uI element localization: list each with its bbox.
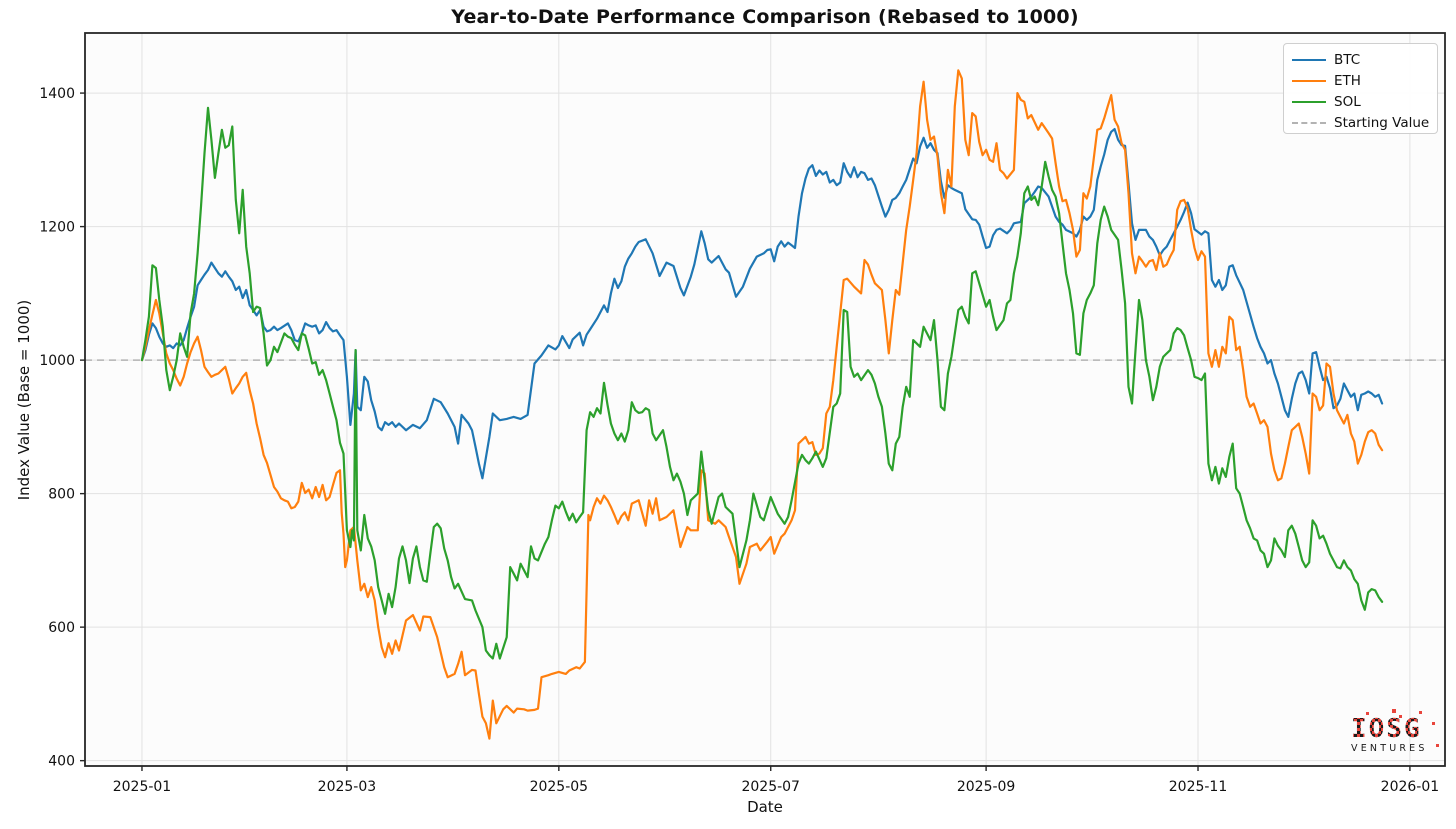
- x-tick-label: 2026-01: [1381, 779, 1440, 795]
- x-axis-label: Date: [747, 798, 783, 816]
- logo-pixel-dot: [1392, 709, 1396, 713]
- x-tick-label: 2025-01: [113, 779, 172, 795]
- legend-line-sample: [1292, 58, 1326, 61]
- y-tick-label: 1200: [39, 220, 75, 236]
- plot-area: [85, 33, 1445, 766]
- x-tick-label: 2025-07: [741, 779, 800, 795]
- legend-line-sample: [1292, 100, 1326, 103]
- legend-item-sol: SOL: [1292, 91, 1437, 112]
- legend-item-btc: BTC: [1292, 49, 1437, 70]
- y-axis-label: Index Value (Base = 1000): [15, 299, 33, 501]
- legend-line-sample: [1292, 79, 1326, 82]
- y-tick-label: 1000: [39, 353, 75, 369]
- logo-pixel-dot: [1432, 722, 1435, 725]
- logo-wordmark: IOSG: [1351, 716, 1443, 742]
- x-tick-label: 2025-09: [957, 779, 1016, 795]
- series-line-sol: [140, 106, 1384, 660]
- x-tick-label: 2025-05: [530, 779, 589, 795]
- logo-pixel-dot: [1366, 712, 1369, 715]
- logo-subtext: VENTURES: [1351, 743, 1428, 754]
- x-tick-label: 2025-11: [1169, 779, 1228, 795]
- legend: BTC ETH SOL Starting Value: [1283, 43, 1438, 134]
- chart-title: Year-to-Date Performance Comparison (Reb…: [451, 6, 1079, 28]
- legend-label: SOL: [1334, 93, 1361, 110]
- logo-pixel-dot: [1419, 711, 1422, 714]
- x-tick-label: 2025-03: [318, 779, 377, 795]
- y-tick-label: 800: [48, 487, 75, 503]
- legend-label: Starting Value: [1334, 114, 1430, 131]
- iosg-ventures-logo: IOSG VENTURES: [1351, 716, 1443, 754]
- series-line-btc: [140, 128, 1384, 480]
- logo-pixel-dot: [1436, 744, 1439, 747]
- logo-pixel-dot: [1399, 715, 1402, 718]
- y-tick-label: 1400: [39, 86, 75, 102]
- legend-line-sample: [1292, 121, 1326, 124]
- legend-label: BTC: [1334, 51, 1361, 68]
- legend-label: ETH: [1334, 72, 1361, 89]
- series-line-eth: [140, 69, 1384, 740]
- y-tick-label: 400: [48, 754, 75, 770]
- axes-spines: [84, 32, 1446, 767]
- y-tick-label: 600: [48, 620, 75, 636]
- legend-item-starting-value: Starting Value: [1292, 112, 1437, 133]
- legend-item-eth: ETH: [1292, 70, 1437, 91]
